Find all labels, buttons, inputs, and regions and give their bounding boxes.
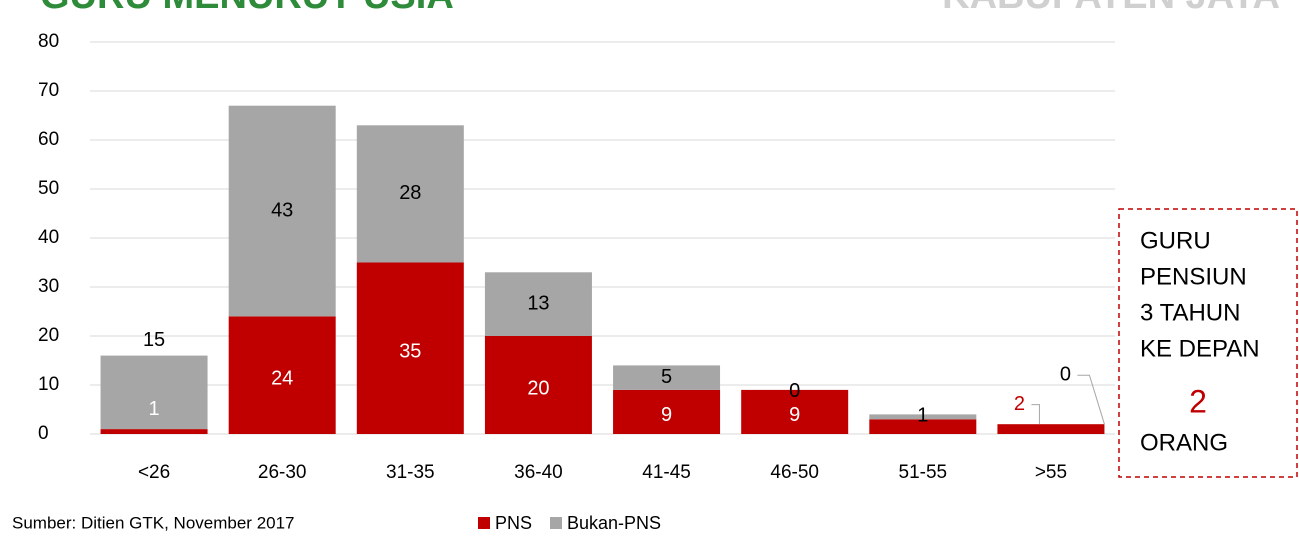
x-tick-label: 31-35 [386, 462, 435, 483]
callout-box [1118, 208, 1298, 478]
bar [356, 262, 464, 434]
callout-text: 3 TAHUN [1140, 299, 1240, 326]
y-tick-label: 10 [38, 374, 59, 395]
bar [613, 389, 721, 434]
data-label: 24 [271, 367, 293, 389]
y-tick-label: 60 [38, 129, 59, 150]
bar [100, 355, 208, 430]
x-tick-label: 51-55 [899, 462, 948, 483]
data-label: 28 [399, 182, 421, 204]
x-tick-label: >55 [1035, 462, 1067, 483]
y-tick-label: 50 [38, 178, 59, 199]
data-label: 1 [917, 405, 928, 427]
bar [869, 419, 977, 434]
callout-unit: ORANG [1140, 429, 1228, 456]
callout-text: PENSIUN [1140, 263, 1247, 290]
data-label: 43 [271, 199, 293, 221]
data-label: 1 [149, 398, 160, 420]
data-label: 2 [1014, 393, 1025, 415]
leader-line [1031, 404, 1040, 425]
bar [356, 125, 464, 263]
callout-text: KE DEPAN [1140, 335, 1260, 362]
legend-label: PNS [495, 513, 532, 533]
bar [484, 272, 592, 336]
legend-swatch [478, 517, 490, 529]
y-tick-label: 0 [38, 423, 49, 444]
leader-line [1077, 374, 1105, 425]
bar [869, 414, 977, 420]
y-tick-label: 30 [38, 276, 59, 297]
x-tick-label: <26 [138, 462, 170, 483]
data-label: 0 [789, 380, 800, 402]
callout-text: GURU [1140, 227, 1211, 254]
y-tick-label: 20 [38, 325, 59, 346]
x-tick-label: 46-50 [770, 462, 819, 483]
chart-subtitle: KABUPATEN JAYA [942, 0, 1280, 17]
legend-swatch [550, 517, 563, 529]
legend-label: Bukan-PNS [567, 513, 661, 533]
data-label: 9 [661, 404, 672, 426]
y-tick-label: 40 [38, 227, 59, 248]
source: Sumber: Ditien GTK, November 2017 [12, 513, 295, 532]
data-label: 13 [527, 292, 549, 314]
data-label: 5 [661, 366, 672, 388]
y-tick-label: 80 [38, 31, 59, 52]
x-tick-label: 41-45 [642, 462, 691, 483]
bar [228, 316, 336, 434]
x-tick-label: 26-30 [258, 462, 307, 483]
data-label: 15 [143, 329, 165, 351]
callout-value: 2 [1189, 383, 1207, 419]
bar [100, 429, 208, 434]
bar [997, 424, 1105, 434]
bar [741, 389, 849, 434]
bar [228, 105, 336, 317]
data-label: 35 [399, 341, 421, 363]
bar [613, 365, 721, 390]
data-label: 0 [1060, 363, 1071, 385]
y-tick-label: 70 [38, 80, 59, 101]
chart-title: GURU MENURUT USIA [40, 0, 454, 17]
data-label: 20 [527, 377, 549, 399]
x-tick-label: 36-40 [514, 462, 563, 483]
data-label: 9 [789, 404, 800, 426]
bar [484, 336, 592, 434]
